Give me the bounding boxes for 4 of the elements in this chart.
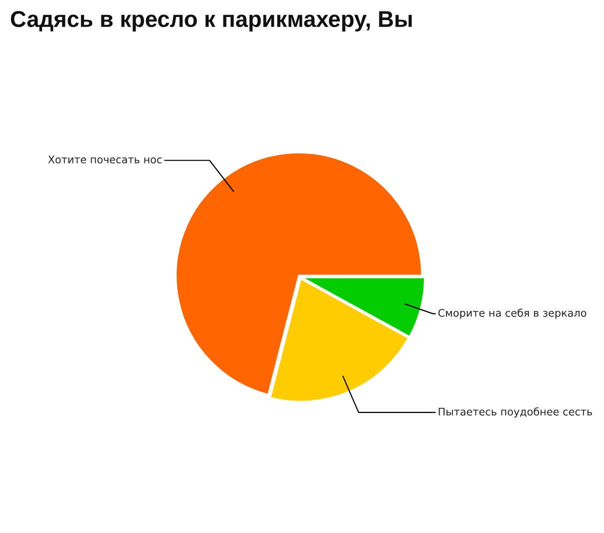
slice-label: Сморите на себя в зеркало [438, 308, 586, 319]
slice-label: Хотите почесать нос [48, 156, 162, 164]
slice-label: Пытаетесь поудобнее сесть [438, 407, 592, 418]
chart-title: Садясь в кресло к парикмахеру, Вы [10, 11, 412, 32]
